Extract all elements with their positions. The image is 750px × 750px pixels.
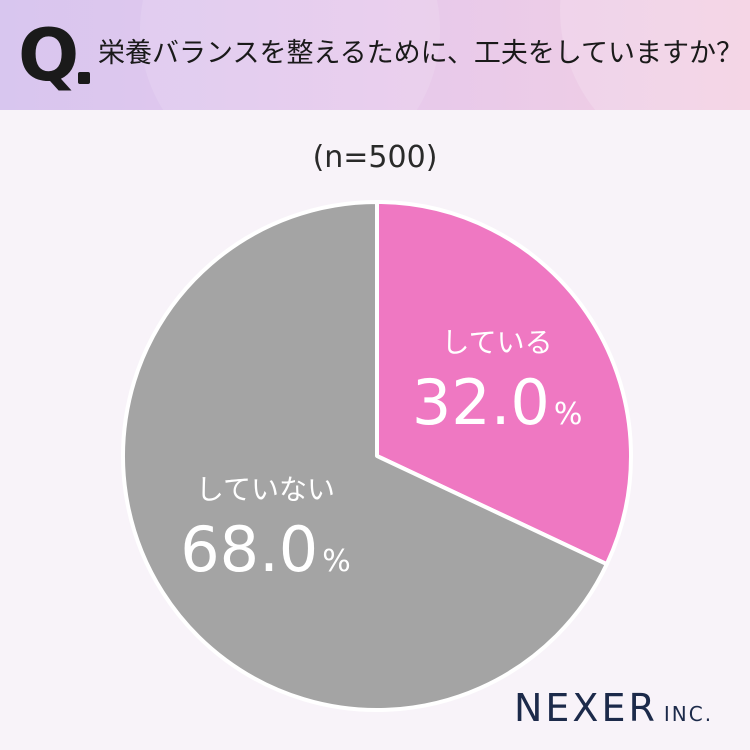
header-decoration [560, 0, 750, 110]
slice-value-label: 32.0% [412, 366, 583, 439]
nexer-logo: NEXER INC. [514, 686, 713, 730]
logo-sub: INC. [663, 702, 714, 726]
question-header: Q 栄養バランスを整えるために、工夫をしていますか？ [0, 0, 750, 110]
pie-slice-no [121, 200, 609, 712]
pie-slice-yes [375, 200, 633, 567]
q-mark: Q [18, 13, 80, 97]
question-text: 栄養バランスを整えるために、工夫をしていますか？ [98, 38, 744, 69]
slice-label: している [442, 326, 553, 359]
q-dot [78, 72, 90, 84]
slice-value-label: 68.0% [180, 513, 351, 586]
logo-main: NEXER [514, 686, 658, 730]
header-decoration [140, 0, 440, 110]
slice-label: していない [196, 473, 335, 506]
sample-size-label: (n=500) [312, 140, 438, 175]
